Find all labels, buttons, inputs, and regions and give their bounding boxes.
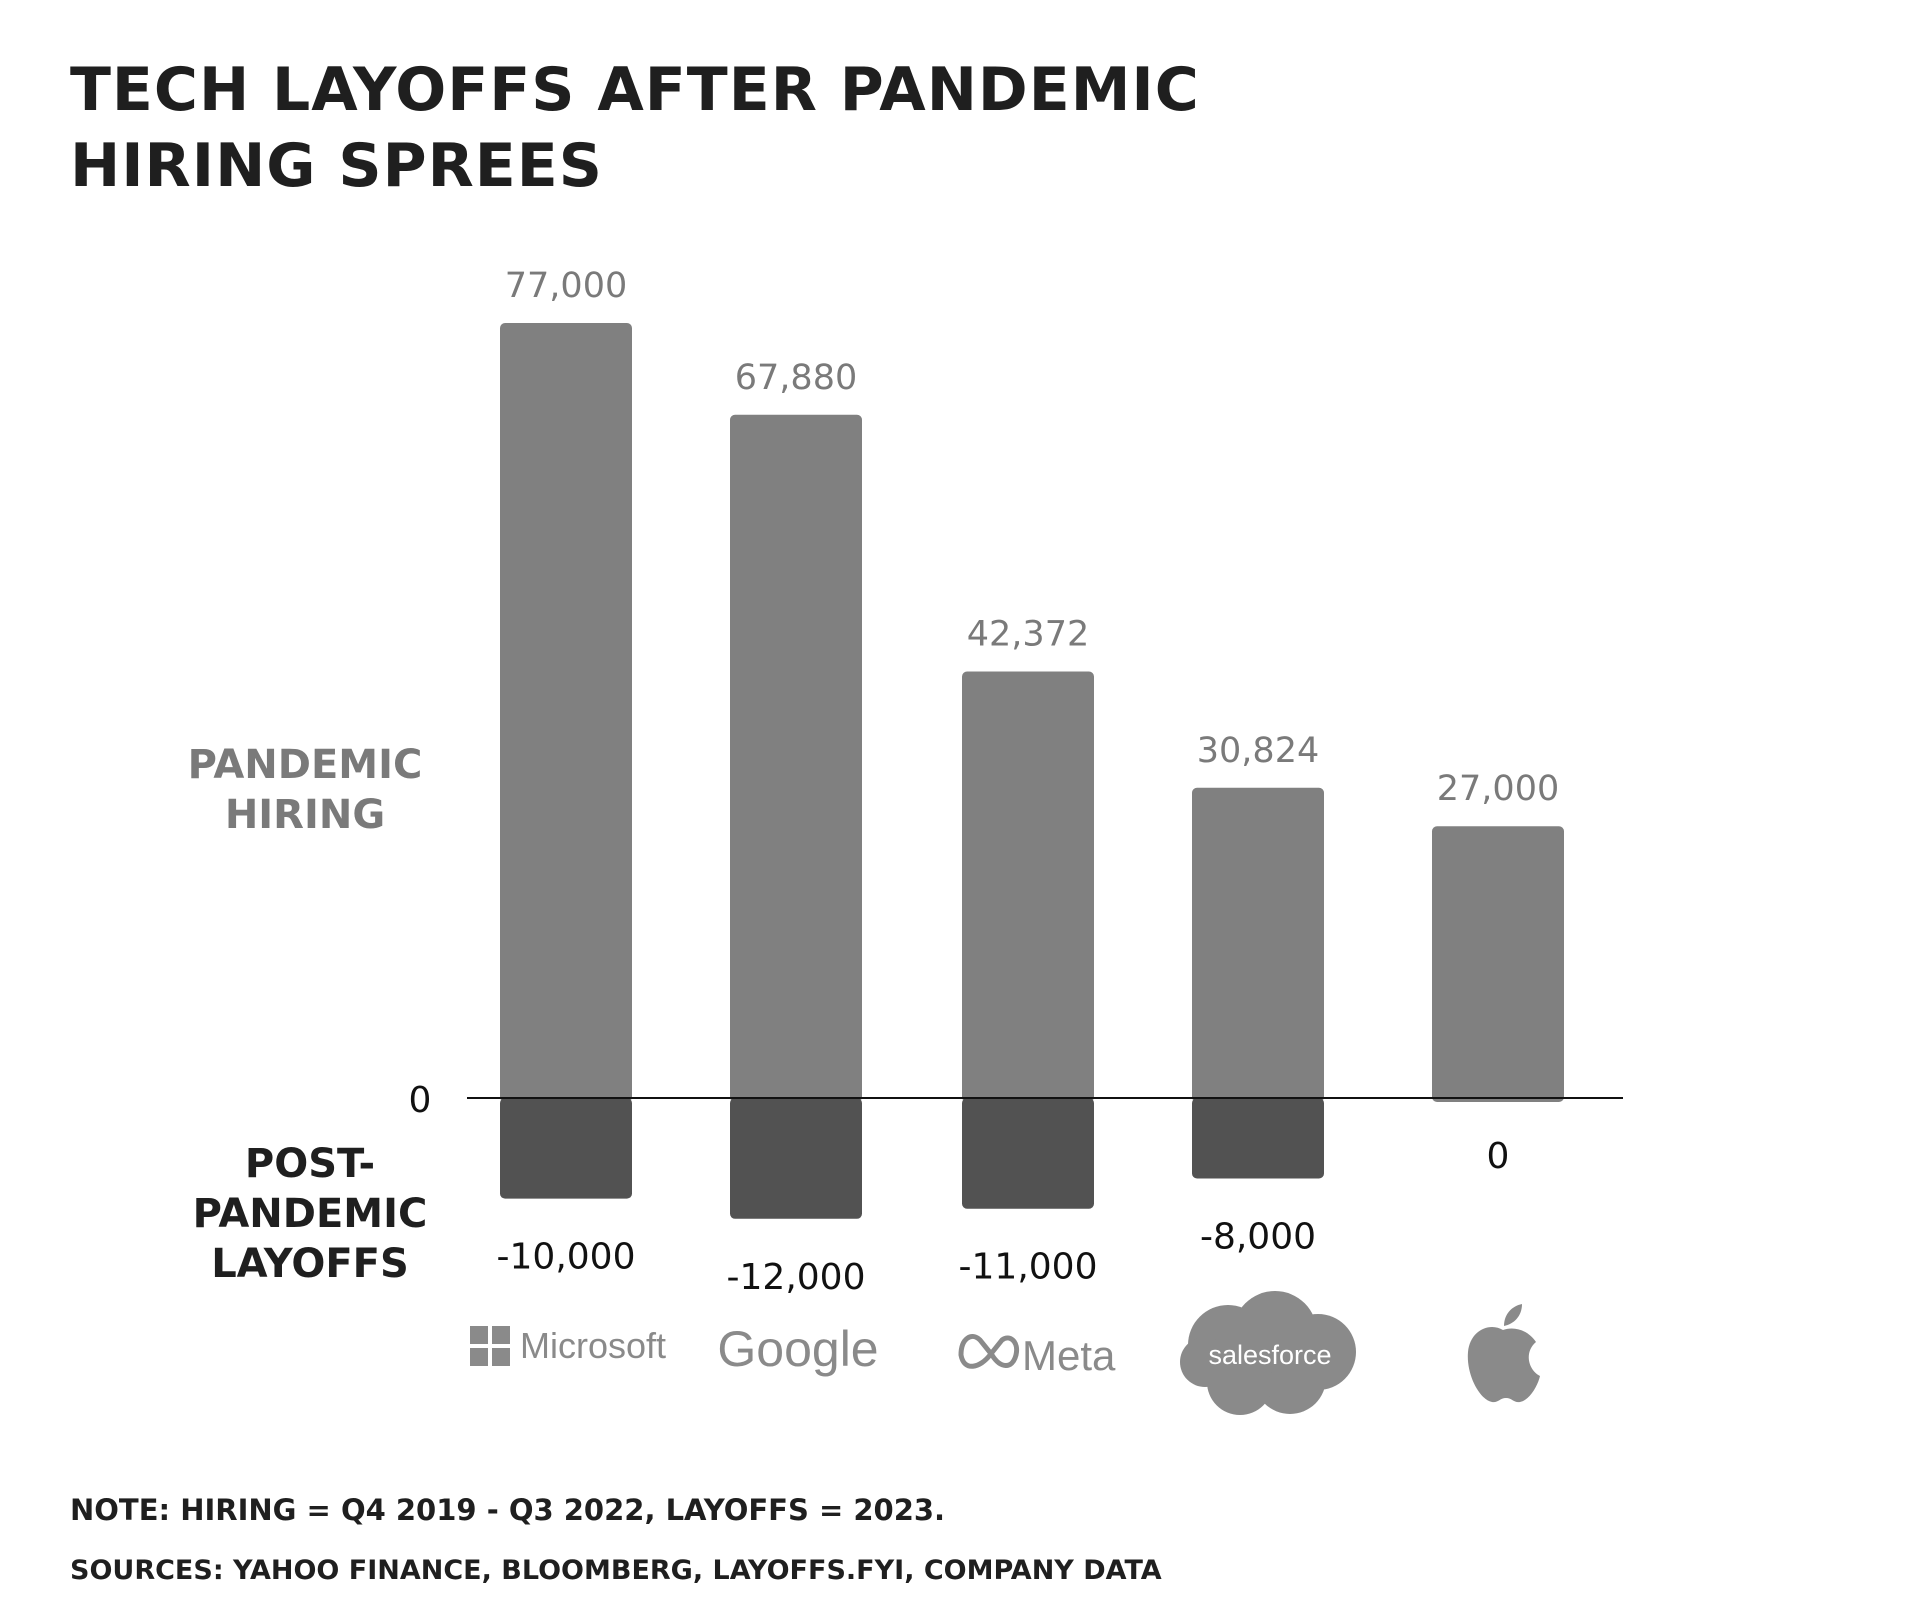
layoff-value-label-salesforce: -8,000 [1200,1217,1316,1258]
hiring-value-label-salesforce: 30,824 [1197,731,1319,771]
pandemic-hiring-label-line: PANDEMIC [188,742,423,788]
microsoft-logo-text: Microsoft [520,1325,666,1366]
post-pandemic-layoffs-label-line: POST- [245,1141,375,1187]
layoff-value-label-google: -12,000 [727,1257,866,1298]
layoff-bar-google [730,1098,862,1219]
hiring-value-label-apple: 27,000 [1437,769,1559,809]
meta-infinity-icon [958,1334,1020,1369]
microsoft-logo-square [470,1348,488,1366]
hiring-bar-microsoft [500,323,632,1102]
layoff-value-label-apple: 0 [1487,1136,1510,1177]
title-line-2: HIRING SPREES [70,131,603,201]
microsoft-logo-square [492,1348,510,1366]
layoff-bar-microsoft [500,1098,632,1199]
apple-leaf-shape [1504,1304,1522,1326]
footnote-sources: SOURCES: YAHOO FINANCE, BLOOMBERG, LAYOF… [70,1555,1162,1586]
pandemic-hiring-label: PANDEMIC HIRING [188,742,423,838]
pandemic-hiring-label-line: HIRING [225,792,385,838]
meta-logo-icon: Meta [958,1332,1116,1379]
salesforce-logo-icon: salesforce [1180,1291,1356,1415]
hiring-bar-apple [1432,826,1564,1102]
value-labels-group: 77,000 -10,000 67,880 -12,000 42,372 -11,000 3… [497,266,1560,1298]
microsoft-logo-square [470,1326,488,1344]
microsoft-logo-square [492,1326,510,1344]
title-line-1: TECH LAYOFFS AFTER PANDEMIC [70,55,1200,125]
layoff-bar-meta [962,1098,1094,1209]
hiring-bar-meta [962,671,1094,1102]
salesforce-cloud-shape [1254,1342,1326,1414]
company-logos-group: Microsoft Google Meta salesforce [470,1291,1540,1415]
meta-logo-text: Meta [1022,1332,1116,1379]
hiring-bar-google [730,414,862,1102]
hiring-value-label-microsoft: 77,000 [505,266,627,306]
hiring-value-label-google: 67,880 [735,358,857,398]
apple-body-shape [1467,1326,1540,1403]
post-pandemic-layoffs-label: POST-PANDEMIC LAYOFFS [193,1141,428,1287]
apple-logo-icon [1467,1304,1540,1403]
bar-chart: 77,000 -10,000 67,880 -12,000 42,372 -11,000 3… [188,266,1623,1415]
zero-axis-label: 0 [409,1080,432,1121]
salesforce-cloud-shape [1180,1337,1230,1387]
hiring-bar-salesforce [1192,787,1324,1102]
layoff-bars-group [500,1098,1324,1219]
google-logo-text: Google [717,1321,878,1377]
salesforce-logo-text: salesforce [1208,1340,1331,1370]
google-logo-icon: Google [717,1321,878,1377]
microsoft-logo-icon: Microsoft [470,1325,666,1366]
layoff-bar-salesforce [1192,1098,1324,1179]
hiring-value-label-meta: 42,372 [967,615,1089,655]
layoff-value-label-microsoft: -10,000 [497,1237,636,1278]
post-pandemic-layoffs-label-line: PANDEMIC [193,1191,428,1237]
footnote-note: NOTE: HIRING = Q4 2019 - Q3 2022, LAYOFF… [70,1493,946,1527]
post-pandemic-layoffs-label-line: LAYOFFS [211,1241,409,1287]
hiring-bars-group [500,323,1564,1102]
chart-title: TECH LAYOFFS AFTER PANDEMIC HIRING SPREE… [70,52,1200,204]
layoff-value-label-meta: -11,000 [959,1247,1098,1288]
